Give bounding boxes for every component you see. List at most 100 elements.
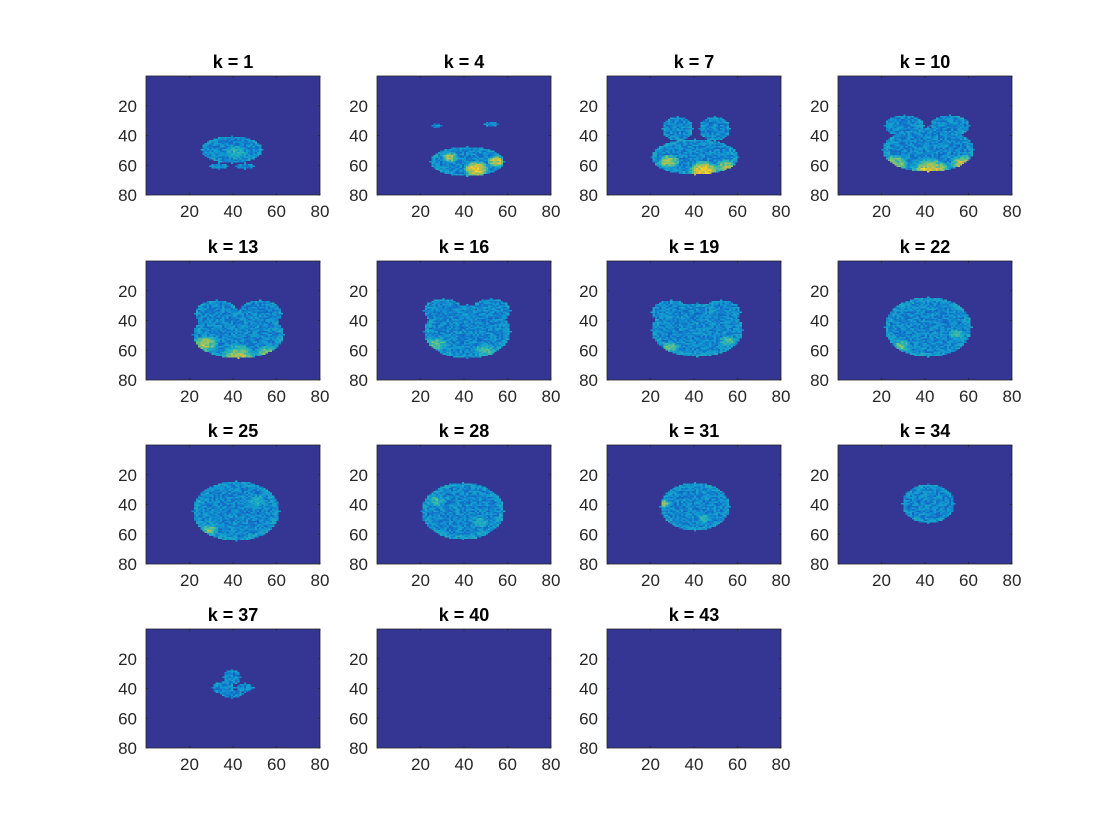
subplot-4: 20 40 60 80 20 40 60 80 k = 10	[810, 52, 1021, 221]
y-tick-label: 80	[118, 555, 137, 574]
y-tick-label: 80	[349, 739, 368, 758]
y-tick-label: 20	[118, 282, 137, 301]
slice-pixels	[422, 298, 512, 360]
x-tick-label: 60	[498, 571, 517, 590]
subplot-title: k = 4	[444, 52, 485, 72]
x-tick-label: 20	[872, 571, 891, 590]
x-tick-label: 60	[498, 387, 517, 406]
x-tick-label: 40	[455, 755, 474, 774]
y-tick-label: 20	[118, 650, 137, 669]
x-tick-label: 40	[224, 387, 243, 406]
x-tick-label: 60	[267, 387, 286, 406]
y-tick-label: 60	[118, 341, 137, 360]
y-tick-label: 20	[349, 650, 368, 669]
subplot-title: k = 10	[900, 52, 951, 72]
subplot-title: k = 31	[669, 421, 720, 441]
slice-pixels	[881, 114, 976, 173]
subplot-11: 20 40 60 80 20 40 60 80 k = 31	[579, 421, 790, 590]
y-tick-label: 60	[579, 156, 598, 175]
x-tick-label: 60	[959, 202, 978, 221]
subplot-3: 20 40 60 80 20 40 60 80 k = 7	[579, 52, 790, 221]
y-tick-label: 60	[118, 156, 137, 175]
y-tick-label: 80	[118, 371, 137, 390]
x-tick-label: 20	[872, 202, 891, 221]
subplot-6: 20 40 60 80 20 40 60 80 k = 16	[349, 237, 560, 406]
subplot-7: 20 40 60 80 20 40 60 80 k = 19	[579, 237, 790, 406]
y-tick-label: 20	[579, 97, 598, 116]
slice-pixels	[200, 135, 264, 170]
x-tick-label: 60	[728, 387, 747, 406]
x-tick-label: 60	[728, 571, 747, 590]
slice-pixels	[191, 299, 286, 360]
x-tick-label: 80	[542, 202, 561, 221]
x-tick-label: 20	[180, 755, 199, 774]
x-tick-label: 60	[267, 755, 286, 774]
subplot-5: 20 40 60 80 20 40 60 80 k = 13	[118, 237, 329, 406]
x-tick-label: 80	[542, 755, 561, 774]
slice-pixels	[191, 480, 281, 542]
y-tick-label: 60	[118, 525, 137, 544]
x-tick-label: 60	[267, 202, 286, 221]
y-tick-label: 40	[118, 127, 137, 146]
y-tick-label: 40	[118, 312, 137, 331]
y-tick-label: 40	[579, 496, 598, 515]
x-tick-label: 80	[1003, 571, 1022, 590]
x-tick-label: 40	[455, 571, 474, 590]
x-tick-label: 20	[180, 202, 199, 221]
y-tick-label: 60	[810, 525, 829, 544]
x-tick-label: 60	[959, 387, 978, 406]
subplot-title: k = 19	[669, 237, 720, 257]
x-tick-label: 60	[728, 202, 747, 221]
slice-pixels	[883, 296, 973, 358]
y-tick-label: 20	[118, 466, 137, 485]
x-tick-label: 80	[311, 202, 330, 221]
y-tick-label: 40	[579, 680, 598, 699]
subplot-13: 20 40 60 80 20 40 60 80 k = 37	[118, 605, 329, 774]
x-tick-label: 80	[542, 387, 561, 406]
subplot-title: k = 7	[674, 52, 715, 72]
x-tick-label: 60	[959, 571, 978, 590]
x-tick-label: 80	[542, 571, 561, 590]
image-background	[377, 629, 551, 748]
subplot-title: k = 40	[439, 605, 490, 625]
x-tick-label: 40	[224, 755, 243, 774]
subplot-title: k = 25	[208, 421, 259, 441]
x-tick-label: 80	[772, 387, 791, 406]
x-tick-label: 20	[411, 387, 430, 406]
x-tick-label: 20	[411, 202, 430, 221]
x-tick-label: 40	[455, 202, 474, 221]
x-tick-label: 20	[411, 571, 430, 590]
slice-pixels	[211, 669, 255, 699]
y-tick-label: 40	[349, 496, 368, 515]
y-tick-label: 20	[349, 97, 368, 116]
y-tick-label: 80	[579, 186, 598, 205]
x-tick-label: 80	[772, 755, 791, 774]
x-tick-label: 80	[311, 571, 330, 590]
x-tick-label: 40	[224, 571, 243, 590]
y-tick-label: 60	[579, 525, 598, 544]
subplot-14: 20 40 60 80 20 40 60 80 k = 40	[349, 605, 560, 774]
y-tick-label: 20	[579, 466, 598, 485]
x-tick-label: 40	[685, 755, 704, 774]
y-tick-label: 60	[118, 709, 137, 728]
x-tick-label: 40	[685, 571, 704, 590]
x-tick-label: 80	[772, 571, 791, 590]
subplot-12: 20 40 60 80 20 40 60 80 k = 34	[810, 421, 1021, 590]
slice-pixels	[659, 482, 732, 532]
y-tick-label: 80	[579, 555, 598, 574]
x-tick-label: 80	[311, 755, 330, 774]
y-tick-label: 40	[349, 312, 368, 331]
subplot-title: k = 43	[669, 605, 720, 625]
slice-pixels	[420, 482, 506, 541]
y-tick-label: 20	[810, 97, 829, 116]
image-background	[377, 76, 551, 195]
x-tick-label: 40	[916, 202, 935, 221]
y-tick-label: 20	[579, 282, 598, 301]
x-tick-label: 80	[1003, 387, 1022, 406]
x-tick-label: 20	[641, 387, 660, 406]
y-tick-label: 60	[810, 156, 829, 175]
subplot-15: 20 40 60 80 20 40 60 80 k = 43	[579, 605, 790, 774]
slice-pixels	[650, 299, 745, 358]
y-tick-label: 20	[118, 97, 137, 116]
y-tick-label: 80	[810, 555, 829, 574]
